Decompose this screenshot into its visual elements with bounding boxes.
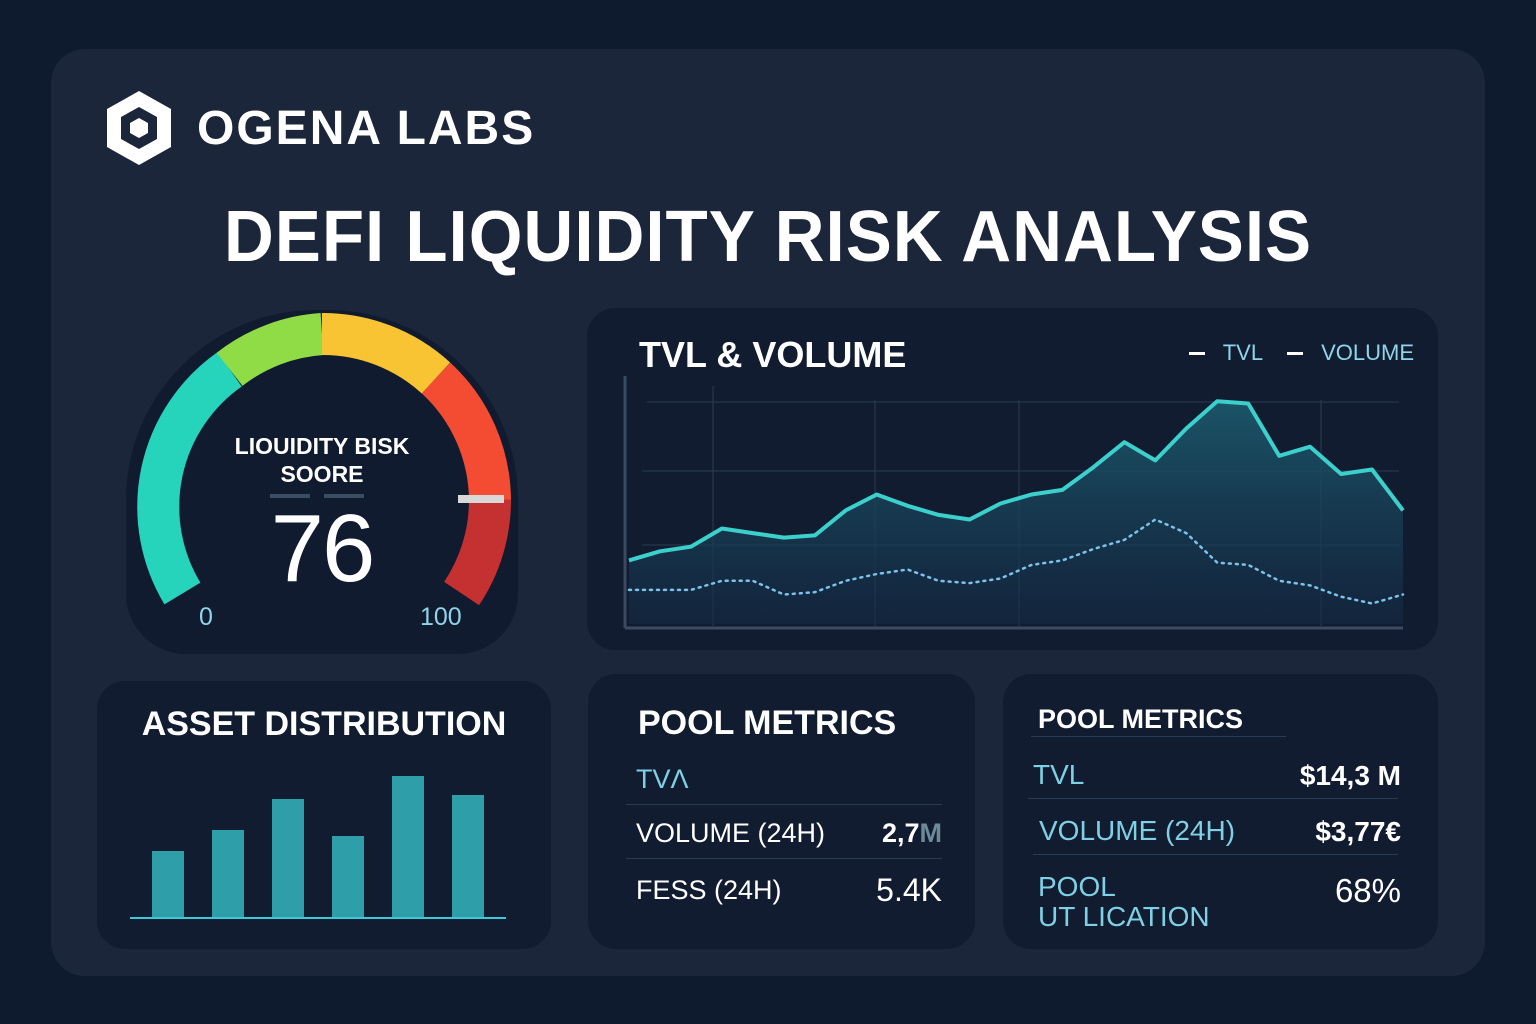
metric-row-fees: FESS (24H) 5.4K — [626, 872, 942, 909]
metric-value: $14,3 M — [1299, 760, 1401, 791]
title-divider — [1031, 736, 1286, 737]
legend-swatch-tvl — [1188, 351, 1205, 355]
gauge-value: 76 — [270, 495, 376, 602]
asset-distribution-title: ASSET DISTRIBUTION — [141, 705, 507, 743]
pool-metrics-title: POOL METRICS — [638, 704, 897, 742]
gauge-segment-teal — [137, 352, 243, 605]
gauge-label-line2: SOORE — [280, 461, 364, 487]
metric-row-tvl: TVΛ — [626, 764, 942, 795]
gauge-min-label: 0 — [199, 603, 213, 631]
page-title: DEFI LIQUIDITY RISK ANALYSIS — [223, 197, 1313, 277]
gauge-segment-red — [421, 362, 511, 501]
row-divider — [1033, 854, 1398, 855]
gauge-segment-darkred — [443, 499, 511, 606]
row-divider — [626, 804, 942, 805]
metric-value: 5.4K — [876, 872, 942, 908]
metric-row-tvl: TVL $14,3 M — [1033, 760, 1401, 792]
metric-value: $3,77€ — [1315, 816, 1401, 847]
metric-label: FESS (24H) — [636, 875, 782, 905]
legend-item-tvl[interactable]: TVL — [1188, 340, 1264, 366]
brand-name: OGENA LABS — [197, 101, 536, 155]
metric-label: POOL UT LICATION — [1033, 872, 1210, 932]
tvl-volume-chart-card: TVL & VOLUME TVL VOLUME — [587, 308, 1438, 650]
metric-label: TVL — [1033, 759, 1085, 790]
asset-bar[interactable] — [392, 776, 424, 917]
metric-value-main: 2,7 — [881, 818, 920, 848]
gauge-segment-green — [216, 313, 324, 387]
metric-value: 68% — [1334, 872, 1401, 909]
gauge-needle — [458, 495, 504, 503]
metric-value: 2,7M — [882, 818, 942, 849]
tvl-volume-line-chart — [623, 376, 1405, 630]
asset-bar[interactable] — [332, 836, 364, 917]
row-divider — [1028, 798, 1398, 799]
metric-row-utilization: POOL UT LICATION 68% — [1033, 872, 1401, 932]
legend-item-volume[interactable]: VOLUME — [1287, 340, 1414, 366]
metric-label: VOLUME (24H) — [636, 818, 826, 848]
metric-row-volume: VOLUME (24H) 2,7M — [626, 818, 942, 849]
volume-line — [627, 518, 1405, 605]
tvl-line — [628, 399, 1405, 563]
row-divider — [626, 858, 942, 859]
legend-label-tvl: TVL — [1222, 340, 1264, 365]
pool-metrics-card-right: POOL METRICS TVL $14,3 M VOLUME (24H) $3… — [1003, 674, 1438, 949]
metric-value-unit: M — [919, 818, 943, 848]
tvl-area — [629, 401, 1403, 624]
legend-label-volume: VOLUME — [1321, 340, 1414, 365]
metric-row-volume: VOLUME (24H) $3,77€ — [1033, 816, 1401, 848]
gauge-label: LIOUIDITY BISK SOORE — [200, 432, 444, 488]
gauge-divider-left — [270, 494, 310, 498]
risk-score-gauge — [137, 312, 511, 606]
legend-swatch-volume — [1287, 351, 1304, 355]
hexagon-nut-icon — [107, 91, 171, 165]
brand-header: OGENA LABS — [103, 88, 535, 168]
pool-metrics-title: POOL METRICS — [1038, 704, 1244, 734]
gauge-divider-right — [324, 494, 364, 498]
chart-legend: TVL VOLUME — [1188, 340, 1414, 366]
asset-bar[interactable] — [212, 830, 244, 917]
gauge-max-label: 100 — [420, 603, 462, 631]
metric-label: VOLUME (24H) — [1039, 815, 1236, 846]
asset-bar[interactable] — [272, 799, 304, 917]
bar-chart-baseline — [130, 917, 506, 919]
asset-bar[interactable] — [452, 795, 484, 917]
gauge-segment-yellow — [321, 312, 451, 394]
metric-label-line1: POOL — [1038, 871, 1116, 902]
pool-metrics-card-left: POOL METRICS TVΛ VOLUME (24H) 2,7M FESS … — [588, 674, 975, 949]
chart-title: TVL & VOLUME — [639, 334, 907, 375]
metric-label-line2: UT LICATION — [1038, 901, 1210, 932]
gauge-label-line1: LIOUIDITY BISK — [234, 433, 410, 459]
asset-bar[interactable] — [152, 851, 184, 917]
metric-label: TVΛ — [636, 764, 689, 794]
